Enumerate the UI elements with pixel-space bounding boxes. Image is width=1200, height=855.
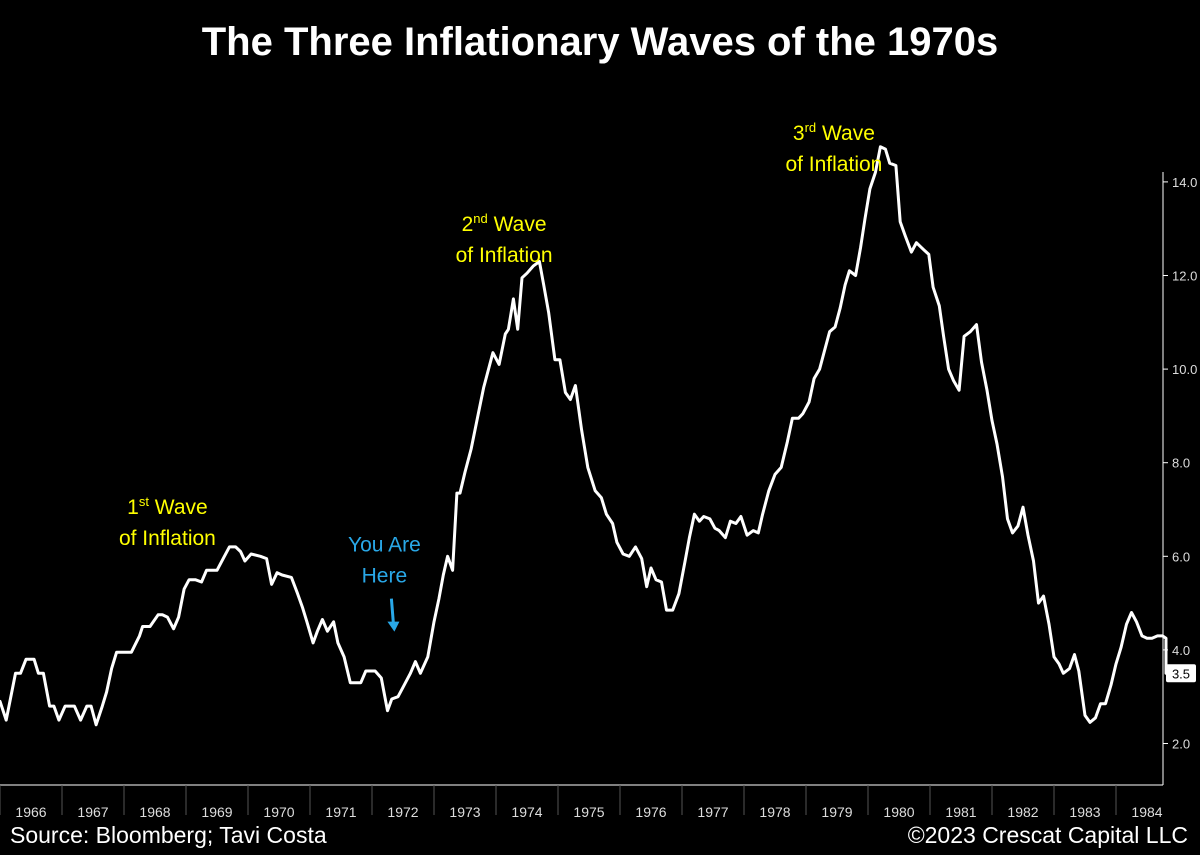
- x-axis-ticks: 1966 1967 1968 1969 1970 1971 1972 1973 1974 1975…: [0, 785, 1163, 820]
- wave3-annotation-line1: 3rd Wave: [793, 120, 875, 145]
- x-tick-label: 1966: [15, 804, 46, 820]
- x-tick-label: 1977: [697, 804, 728, 820]
- x-tick-label: 1976: [635, 804, 666, 820]
- wave1-annotation-line1: 1st Wave: [127, 494, 208, 519]
- x-tick-label: 1968: [139, 804, 170, 820]
- x-tick-label: 1980: [883, 804, 914, 820]
- y-tick-label: 12.0: [1172, 269, 1197, 284]
- y-tick-label: 6.0: [1172, 549, 1190, 564]
- annotations: 1st Wave of Inflation 2nd Wave of Inflation…: [119, 120, 882, 632]
- x-tick-label: 1978: [759, 804, 790, 820]
- y-tick-label: 2.0: [1172, 737, 1190, 752]
- x-tick-label: 1969: [201, 804, 232, 820]
- here-annotation-line2: Here: [362, 565, 408, 588]
- x-tick-label: 1971: [325, 804, 356, 820]
- wave1-annotation-line2: of Inflation: [119, 527, 216, 550]
- x-tick-label: 1973: [449, 804, 480, 820]
- last-value-label: 3.5: [1172, 666, 1190, 681]
- here-annotation-line1: You Are: [348, 534, 421, 557]
- x-tick-label: 1984: [1131, 804, 1162, 820]
- last-value-box: [1166, 664, 1196, 683]
- x-tick-label: 1974: [511, 804, 542, 820]
- x-tick-label: 1967: [77, 804, 108, 820]
- wave3-annotation-line2: of Inflation: [785, 153, 882, 176]
- wave2-annotation-line1: 2nd Wave: [462, 211, 547, 236]
- y-axis-ticks: 2.0 4.0 6.0 8.0 10.0 12.0 14.0: [1163, 175, 1197, 752]
- copyright-note: ©2023 Crescat Capital LLC: [907, 822, 1188, 848]
- y-tick-label: 4.0: [1172, 643, 1190, 658]
- x-tick-label: 1981: [945, 804, 976, 820]
- x-tick-label: 1970: [263, 804, 294, 820]
- y-tick-label: 10.0: [1172, 362, 1197, 377]
- source-note: Source: Bloomberg; Tavi Costa: [10, 822, 327, 848]
- inflation-series-line: [0, 145, 1168, 727]
- chart-title: The Three Inflationary Waves of the 1970…: [201, 20, 999, 64]
- x-tick-label: 1979: [821, 804, 852, 820]
- y-tick-label: 14.0: [1172, 175, 1197, 190]
- y-tick-label: 8.0: [1172, 456, 1190, 471]
- x-tick-label: 1982: [1007, 804, 1038, 820]
- down-arrow-icon: [389, 598, 395, 624]
- x-tick-label: 1983: [1069, 804, 1100, 820]
- x-tick-label: 1972: [387, 804, 418, 820]
- wave2-annotation-line2: of Inflation: [456, 244, 553, 267]
- last-value-marker: 3.5: [1166, 664, 1196, 683]
- x-tick-label: 1975: [573, 804, 604, 820]
- arrow-head-icon: [387, 621, 400, 632]
